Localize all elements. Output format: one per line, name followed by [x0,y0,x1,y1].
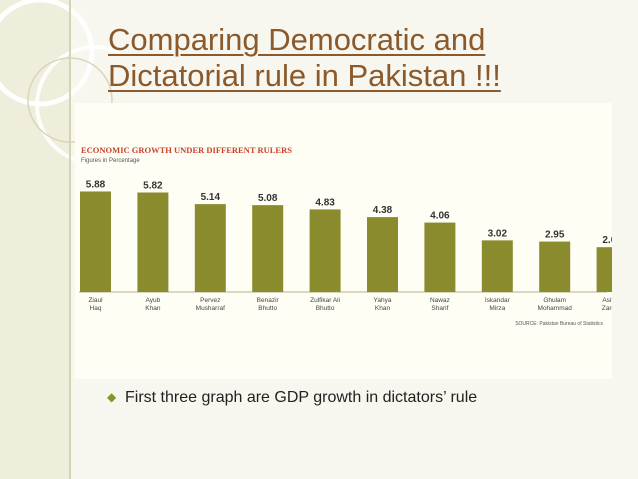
bar-value-label-3: 5.08 [258,193,278,204]
bullet-point: ◆ First three graph are GDP growth in di… [107,389,478,407]
category-label-8-line-1: Mohammad [538,305,573,312]
category-label-7-line-1: Mirza [489,305,505,312]
chart-source: SOURCE: Pakistan Bureau of Statistics [515,321,603,327]
bar-5 [367,217,398,292]
diamond-bullet-icon: ◆ [107,390,117,404]
slide-title: Comparing Democratic and Dictatorial rul… [108,22,618,94]
bar-7 [481,240,513,292]
left-decorative-band [0,0,70,479]
bar-value-label-8: 2.95 [545,230,565,241]
category-label-0-line-1: Haq [90,305,102,312]
bar-value-label-6: 4.06 [430,211,450,222]
category-label-6-line-1: Sharif [431,305,448,312]
bar-value-label-2: 5.14 [201,192,221,203]
bar-value-label-5: 4.38 [373,205,393,216]
bars-group: 5.88ZiaulHaq5.82AyubKhan5.14PervezMushar… [80,179,612,312]
category-label-4-line-0: Zulfikar Ali [310,297,340,304]
bar-8 [539,241,571,292]
category-label-4-line-1: Bhutto [316,305,335,312]
bar-3 [252,205,284,292]
band-divider [69,0,71,479]
bar-chart: ECONOMIC GROWTH UNDER DIFFERENT RULERS F… [79,145,612,327]
bar-value-label-0: 5.88 [86,179,106,190]
category-label-1-line-0: Ayub [146,297,161,304]
category-label-7-line-0: Iskandar [485,297,511,304]
bar-value-label-4: 4.83 [315,197,335,208]
category-label-9-line-0: Asif Ali [602,297,612,304]
chart-title: ECONOMIC GROWTH UNDER DIFFERENT RULERS [81,145,292,155]
slide-title-line-1: Comparing Democratic and [108,22,486,57]
category-label-2-line-0: Pervez [200,297,220,304]
category-label-3-line-1: Bhutto [258,305,277,312]
category-label-0-line-0: Ziaul [88,297,103,304]
bar-0 [80,191,111,292]
chart-subtitle: Figures in Percentage [81,158,140,164]
bar-value-label-9: 2.62 [602,235,612,246]
category-label-3-line-0: Benazir [257,297,280,304]
category-label-6-line-0: Nawaz [430,297,450,304]
bar-6 [424,222,456,292]
category-label-5-line-1: Khan [375,305,391,312]
category-label-9-line-1: Zardari [602,305,612,312]
bullet-text: First three graph are GDP growth in dict… [125,389,478,406]
category-label-5-line-0: Yahya [374,297,392,304]
slide-title-line-2: Dictatorial rule in Pakistan !!! [108,58,501,93]
chart-panel: ECONOMIC GROWTH UNDER DIFFERENT RULERS F… [75,103,612,379]
category-label-1-line-1: Khan [145,305,161,312]
bar-4 [309,209,341,292]
category-label-8-line-0: Ghulam [543,297,566,304]
bar-value-label-7: 3.02 [488,228,508,239]
bar-9 [596,247,612,292]
category-label-2-line-1: Musharraf [196,305,225,312]
bar-1 [137,192,169,292]
bar-value-label-1: 5.82 [143,180,163,191]
bar-2 [194,204,226,292]
